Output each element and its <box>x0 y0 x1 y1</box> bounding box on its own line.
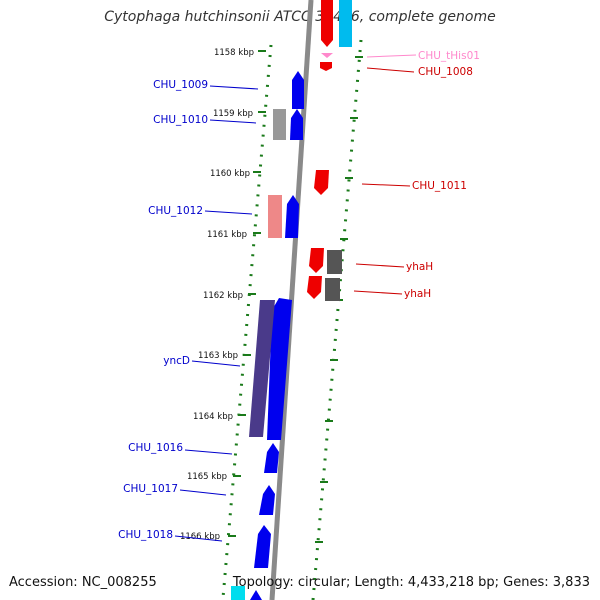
kbp-ticks <box>228 50 266 537</box>
kbp-label-1161: 1161 kbp <box>207 230 247 240</box>
label-chu-1018[interactable]: CHU_1018 <box>118 529 173 541</box>
gene-chu-1016[interactable] <box>264 443 279 473</box>
label-chu-1010[interactable]: CHU_1010 <box>153 114 208 126</box>
left-leader-lines <box>174 85 259 542</box>
right-ruler-ticks <box>315 56 363 543</box>
label-chu-1011[interactable]: CHU_1011 <box>412 180 467 192</box>
gene-yhah-1[interactable] <box>309 248 324 273</box>
label-yhah-1[interactable]: yhaH <box>406 261 433 273</box>
gene-yncd[interactable] <box>267 298 292 440</box>
right-leader-lines <box>353 67 415 295</box>
gene-chu-1011[interactable] <box>314 170 329 195</box>
kbp-label-1160: 1160 kbp <box>210 169 250 179</box>
gene-bottom-cyan[interactable] <box>231 586 245 600</box>
kbp-label-1158: 1158 kbp <box>214 48 254 58</box>
reverse-genes[interactable] <box>307 170 342 301</box>
gene-trna-his[interactable] <box>321 53 333 58</box>
gene-chu-1008[interactable] <box>320 62 332 71</box>
kbp-label-1164: 1164 kbp <box>193 412 233 422</box>
gene-bottom-blue[interactable] <box>250 590 262 600</box>
forward-genes[interactable] <box>231 71 304 600</box>
gene-top-red[interactable] <box>321 0 333 47</box>
label-chu-1016[interactable]: CHU_1016 <box>128 442 183 454</box>
topology-text: Topology: circular; Length: 4,433,218 bp… <box>232 575 590 590</box>
accession-text: Accession: NC_008255 <box>9 575 157 590</box>
kbp-label-1159: 1159 kbp <box>213 109 253 119</box>
kbp-label-1162: 1162 kbp <box>203 291 243 301</box>
gene-chu-1012-salmon[interactable] <box>268 195 282 238</box>
gene-chu-1018[interactable] <box>254 525 271 568</box>
gene-yhah-2[interactable] <box>307 276 322 299</box>
gene-yhah-2-dark[interactable] <box>325 278 340 301</box>
label-chu-1012[interactable]: CHU_1012 <box>148 205 203 217</box>
gene-chu-1010-pseudo[interactable] <box>273 109 286 140</box>
kbp-label-1163: 1163 kbp <box>198 351 238 361</box>
label-yhah-2[interactable]: yhaH <box>404 288 431 300</box>
right-ruler <box>311 39 363 600</box>
gene-yhah-1-dark[interactable] <box>327 250 342 274</box>
top-genes[interactable] <box>320 0 352 71</box>
gene-yncd-large[interactable] <box>249 300 275 437</box>
map-title: Cytophaga hutchinsonii ATCC 33406, compl… <box>104 9 496 25</box>
gene-chu-1017[interactable] <box>259 485 275 515</box>
label-yncd[interactable]: yncD <box>163 355 190 367</box>
label-chu-this01[interactable]: CHU_tHis01 <box>418 50 480 62</box>
gene-top-rrna[interactable] <box>339 0 352 47</box>
gene-chu-1010[interactable] <box>290 109 303 140</box>
label-chu-1017[interactable]: CHU_1017 <box>123 483 178 495</box>
label-chu-1009[interactable]: CHU_1009 <box>153 79 208 91</box>
trna-leader-line <box>366 54 417 58</box>
label-chu-1008[interactable]: CHU_1008 <box>418 66 473 78</box>
kbp-label-1166: 1166 kbp <box>180 532 220 542</box>
kbp-label-1165: 1165 kbp <box>187 472 227 482</box>
gene-chu-1012[interactable] <box>285 195 299 238</box>
gene-chu-1009[interactable] <box>292 71 304 109</box>
